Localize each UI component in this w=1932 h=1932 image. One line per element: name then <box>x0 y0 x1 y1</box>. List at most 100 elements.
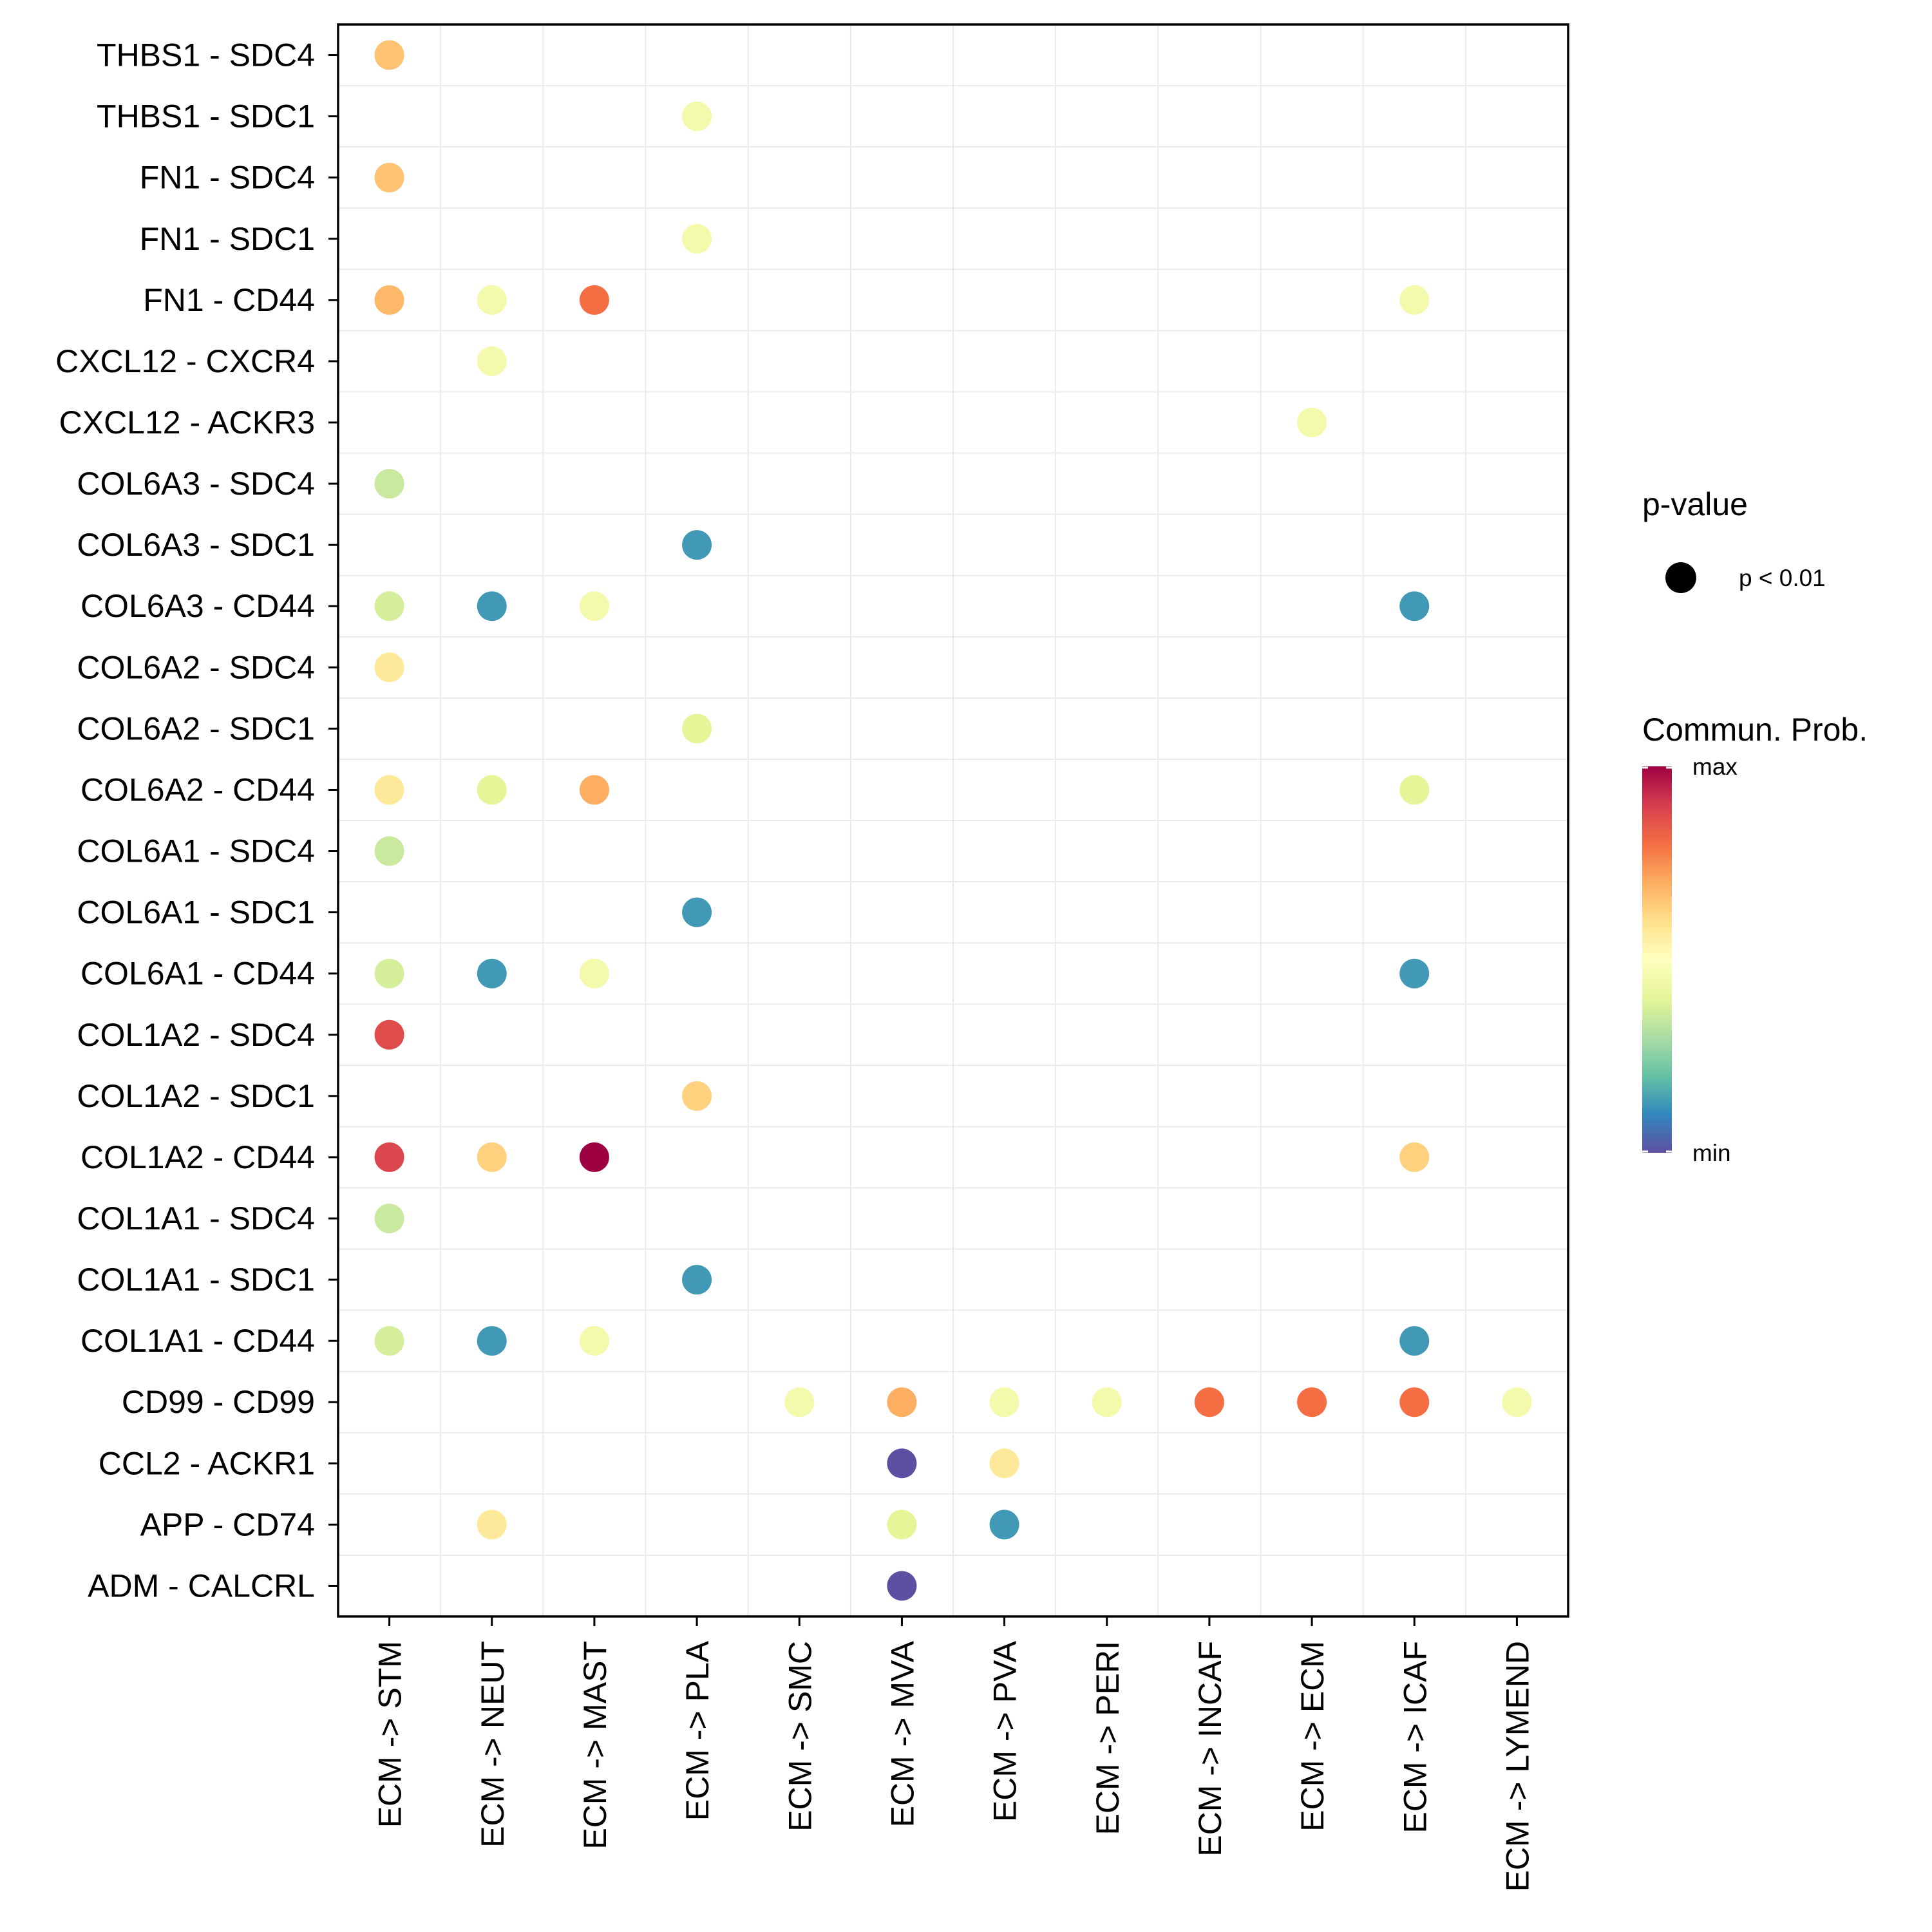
axis-ticks <box>328 54 1518 1626</box>
y-tick-label: COL6A3 - SDC1 <box>77 527 315 563</box>
data-point <box>989 1448 1019 1479</box>
data-point <box>1194 1387 1224 1417</box>
y-tick-label: COL6A1 - CD44 <box>80 956 315 992</box>
y-tick-label: COL6A2 - SDC1 <box>77 710 315 746</box>
y-tick-label: CD99 - CD99 <box>122 1384 315 1420</box>
x-tick-label: ECM -> MVA <box>884 1640 920 1827</box>
data-point <box>579 1326 609 1356</box>
data-point <box>1502 1387 1532 1417</box>
data-point <box>887 1571 917 1601</box>
legend: p-value p < 0.01 Commun. Prob. max min <box>1642 486 1868 1166</box>
x-tick-label: ECM -> MAST <box>577 1641 613 1850</box>
grid-lines <box>338 24 1568 1616</box>
data-point <box>477 591 507 621</box>
data-point <box>477 285 507 315</box>
y-tick-label: COL6A2 - SDC4 <box>77 649 315 685</box>
y-tick-label: ADM - CALCRL <box>88 1567 315 1604</box>
data-point <box>1399 775 1430 805</box>
data-point <box>374 1326 404 1356</box>
colorbar-max-label: max <box>1692 753 1738 780</box>
data-point <box>989 1387 1019 1417</box>
data-point <box>1399 1142 1430 1172</box>
data-point <box>682 1081 712 1111</box>
data-point <box>374 836 404 866</box>
x-tick-label: ECM -> ICAF <box>1397 1641 1433 1833</box>
x-tick-label: ECM -> SMC <box>782 1641 818 1832</box>
y-axis-labels: THBS1 - SDC4 THBS1 - SDC1 FN1 - SDC4 FN1 - … <box>55 37 315 1604</box>
data-point <box>579 285 609 315</box>
data-point <box>682 897 712 927</box>
data-point <box>1092 1387 1122 1417</box>
data-point <box>682 530 712 560</box>
data-point <box>1399 958 1430 989</box>
data-point <box>477 775 507 805</box>
y-tick-label: CXCL12 - CXCR4 <box>55 343 315 379</box>
data-point <box>1297 408 1327 437</box>
colorbar <box>1642 766 1672 1153</box>
y-tick-label: COL6A1 - SDC1 <box>77 895 315 931</box>
data-points <box>374 40 1532 1601</box>
data-point <box>374 1019 404 1050</box>
x-tick-label: ECM -> INCAF <box>1192 1641 1228 1857</box>
data-point <box>1399 591 1430 621</box>
data-point <box>374 652 404 683</box>
data-point <box>1399 1326 1430 1356</box>
y-tick-label: COL6A2 - CD44 <box>80 772 315 808</box>
data-point <box>374 469 404 499</box>
colorbar-min-label: min <box>1692 1140 1731 1166</box>
y-tick-label: FN1 - SDC1 <box>140 221 315 257</box>
y-tick-label: COL1A1 - SDC1 <box>77 1262 315 1298</box>
data-point <box>477 1326 507 1356</box>
x-tick-label: ECM -> PLA <box>679 1640 715 1821</box>
y-tick-label: COL1A2 - CD44 <box>80 1139 315 1175</box>
data-point <box>477 346 507 376</box>
data-point <box>579 591 609 621</box>
x-tick-label: ECM -> ECM <box>1294 1641 1331 1832</box>
y-tick-label: THBS1 - SDC1 <box>97 99 315 135</box>
data-point <box>374 285 404 315</box>
data-point <box>374 1204 404 1233</box>
data-point <box>682 714 712 744</box>
data-point <box>579 958 609 989</box>
data-point <box>477 958 507 989</box>
data-point <box>784 1387 815 1417</box>
data-point <box>989 1510 1019 1540</box>
data-point <box>374 162 404 193</box>
data-point <box>1399 1387 1430 1417</box>
y-tick-label: CXCL12 - ACKR3 <box>59 404 315 440</box>
data-point <box>682 1265 712 1295</box>
data-point <box>374 958 404 989</box>
y-tick-label: COL6A3 - SDC4 <box>77 466 315 502</box>
y-tick-label: COL6A3 - CD44 <box>80 588 315 624</box>
data-point <box>887 1510 917 1540</box>
x-axis-labels: ECM -> STM ECM -> NEUT ECM -> MAST ECM -> P… <box>372 1640 1536 1891</box>
x-tick-label: ECM -> NEUT <box>475 1641 511 1848</box>
plot-panel-border <box>337 23 1569 1618</box>
y-tick-label: COL1A1 - SDC4 <box>77 1200 315 1236</box>
size-legend-label: p < 0.01 <box>1739 565 1826 591</box>
x-tick-label: ECM -> LYMEND <box>1499 1641 1535 1891</box>
data-point <box>887 1448 917 1479</box>
data-point <box>374 1142 404 1172</box>
data-point <box>682 223 712 254</box>
data-point <box>579 1142 609 1172</box>
x-tick-label: ECM -> PVA <box>987 1640 1023 1822</box>
size-legend-dot <box>1665 562 1696 593</box>
y-tick-label: FN1 - SDC4 <box>140 160 315 196</box>
y-tick-label: THBS1 - SDC4 <box>97 37 315 73</box>
y-tick-label: FN1 - CD44 <box>143 282 315 318</box>
data-point <box>887 1387 917 1417</box>
color-legend-title: Commun. Prob. <box>1642 712 1868 748</box>
data-point <box>374 591 404 621</box>
x-tick-label: ECM -> STM <box>372 1641 408 1828</box>
y-tick-label: CCL2 - ACKR1 <box>99 1445 315 1481</box>
data-point <box>477 1142 507 1172</box>
data-point <box>374 775 404 805</box>
data-point <box>374 40 404 70</box>
y-tick-label: COL1A1 - CD44 <box>80 1323 315 1359</box>
data-point <box>1297 1387 1327 1417</box>
x-tick-label: ECM -> PERI <box>1090 1641 1126 1835</box>
y-tick-label: APP - CD74 <box>140 1506 315 1542</box>
data-point <box>579 775 609 805</box>
